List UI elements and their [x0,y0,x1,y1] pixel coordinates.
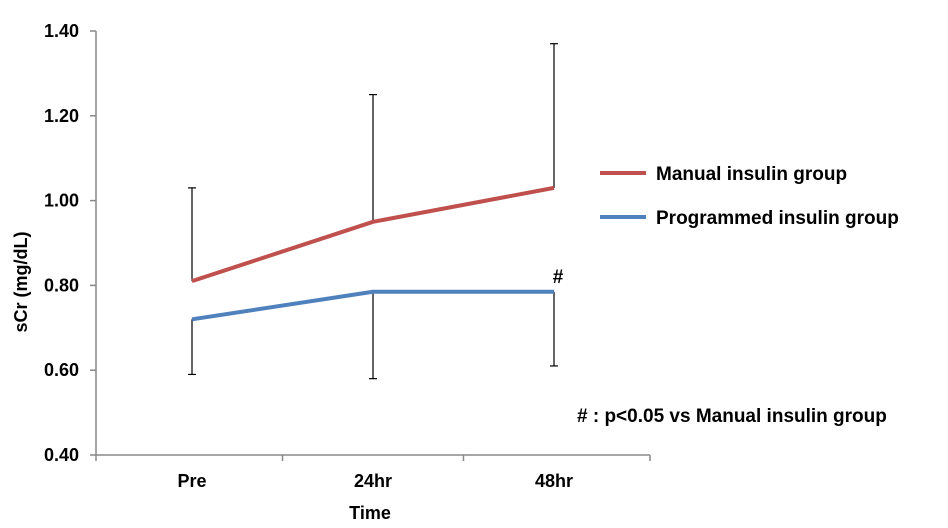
y-tick-label: 0.80 [44,275,79,295]
y-tick-label: 0.60 [44,360,79,380]
x-tick-label: Pre [177,471,206,491]
y-tick-label: 1.20 [44,106,79,126]
legend-label: Manual insulin group [656,164,847,185]
error-bars [188,43,558,380]
x-tick-label: 24hr [354,471,392,491]
legend: Manual insulin group Programmed insulin g… [600,164,899,229]
legend-label: Programmed insulin group [656,208,899,229]
y-tick-label: 1.40 [44,21,79,41]
series-line-manual [191,185,555,284]
series-lines [191,185,555,322]
x-tick-label: 48hr [535,471,573,491]
y-tick-label: 1.00 [44,191,79,211]
y-axis-ticks: 0.40 0.60 0.80 1.00 1.20 1.40 [44,21,96,465]
annotation: # : p<0.05 vs Manual insulin group [577,406,887,427]
y-axis-title: sCr (mg/dL) [11,231,31,332]
series-line-programmed [191,289,554,322]
y-tick-label: 0.40 [44,445,79,465]
x-axis-title: Time [349,503,391,523]
significance-marker: # [553,267,564,288]
x-axis-ticks: Pre 24hr 48hr [95,455,651,491]
